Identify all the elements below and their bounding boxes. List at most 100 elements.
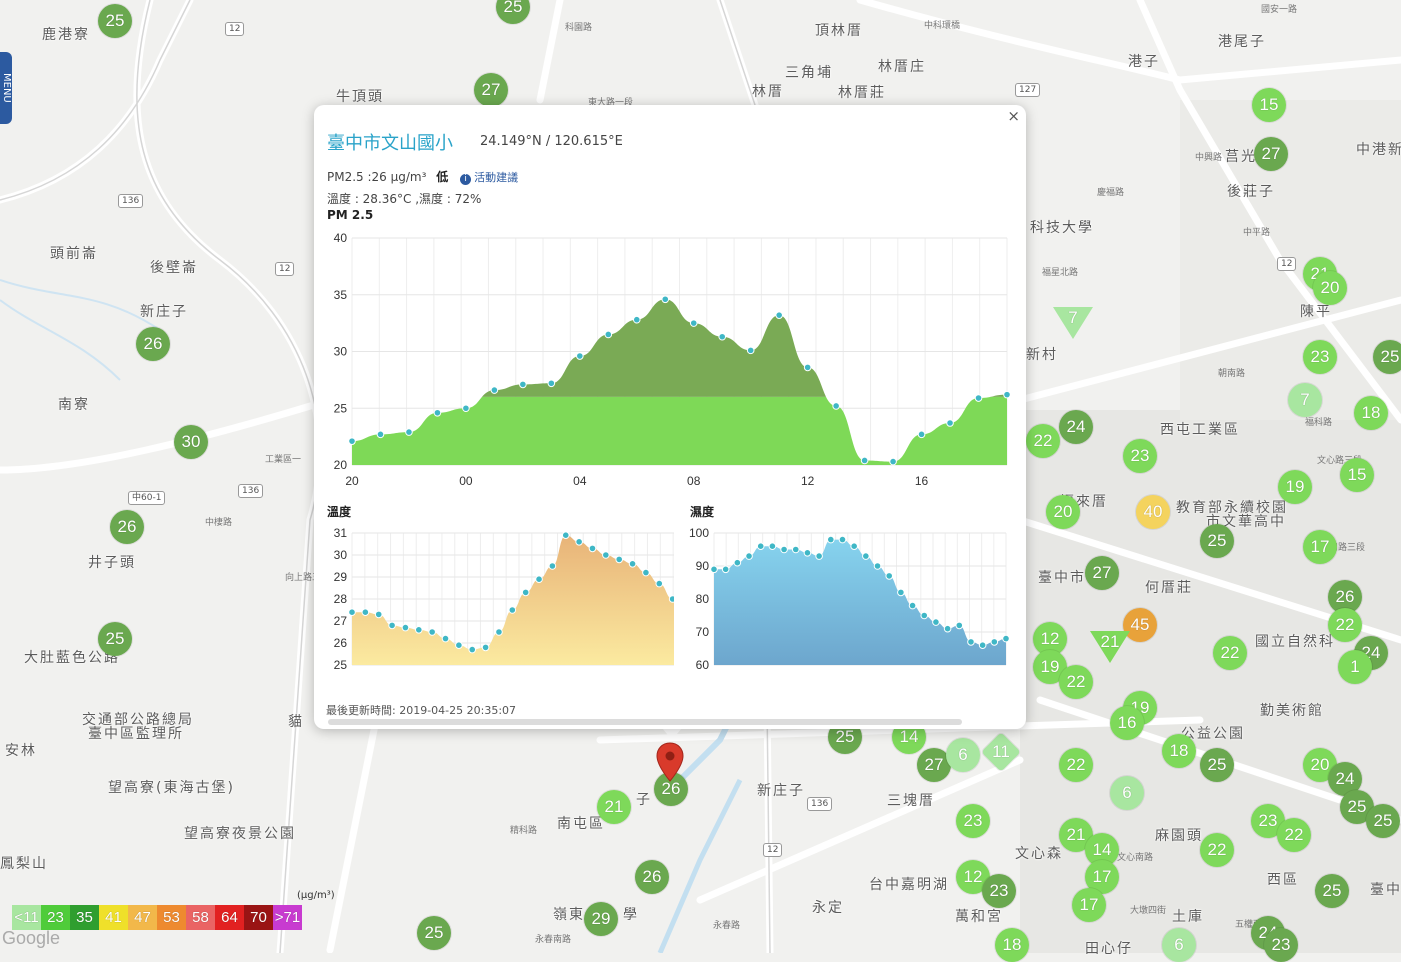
station-marker[interactable]: 18 <box>1354 396 1388 430</box>
legend-item: 58 <box>186 905 215 930</box>
station-marker[interactable]: 22 <box>1328 608 1362 642</box>
station-marker[interactable]: 23 <box>956 804 990 838</box>
station-marker[interactable]: 27 <box>474 73 508 107</box>
road-label: 慶福路 <box>1097 188 1125 198</box>
station-marker[interactable]: 6 <box>1162 928 1196 962</box>
place-label: 西區 <box>1267 872 1299 888</box>
station-marker[interactable]: 26 <box>136 327 170 361</box>
station-marker[interactable]: 27 <box>1254 137 1288 171</box>
station-marker[interactable]: 30 <box>174 425 208 459</box>
temperature-chart: 25 26 27 28 29 30 31 <box>334 526 674 672</box>
data-point <box>588 544 597 553</box>
station-marker[interactable]: 17 <box>1072 888 1106 922</box>
data-point <box>405 428 413 436</box>
data-point <box>827 535 835 544</box>
station-marker[interactable]: 22 <box>1213 636 1247 670</box>
station-marker[interactable]: 22 <box>1200 833 1234 867</box>
road-label: 永春南路 <box>535 935 572 945</box>
place-label: 教育部永續校園 <box>1176 500 1288 516</box>
station-marker[interactable]: 22 <box>1059 665 1093 699</box>
data-point <box>955 621 964 630</box>
data-point <box>746 346 755 355</box>
horizontal-scrollbar[interactable] <box>328 719 962 725</box>
diamond-station-marker[interactable]: 11 <box>981 732 1021 772</box>
road-label: 向上路五段 <box>285 573 331 583</box>
station-marker[interactable]: 24 <box>1059 410 1093 444</box>
station-marker[interactable]: 40 <box>1136 495 1170 529</box>
station-marker[interactable]: 29 <box>584 902 618 936</box>
y-tick-label: 25 <box>334 658 348 672</box>
data-point <box>604 330 613 339</box>
station-marker[interactable]: 21 <box>597 790 631 824</box>
pm25-level: 低 <box>436 170 449 184</box>
selected-location-pin-icon[interactable] <box>656 742 684 782</box>
data-point <box>978 641 987 649</box>
station-marker[interactable]: 25 <box>1200 748 1234 782</box>
data-point <box>361 608 370 616</box>
legend-item: 23 <box>41 905 70 930</box>
station-marker[interactable]: 22 <box>1026 424 1060 458</box>
station-marker[interactable]: 26 <box>654 772 688 806</box>
station-marker[interactable]: 25 <box>1373 340 1401 374</box>
data-point <box>917 430 926 439</box>
activity-advice-link[interactable]: i 活動建議 <box>460 171 518 185</box>
station-marker[interactable]: 23 <box>1264 928 1298 962</box>
station-name[interactable]: 臺中市文山國小 <box>327 133 453 154</box>
triangle-station-marker[interactable]: 21 <box>1090 629 1130 663</box>
station-marker[interactable]: 27 <box>917 748 951 782</box>
place-label: 田心仔 <box>1085 941 1133 957</box>
menu-tab[interactable]: MENU <box>0 52 12 124</box>
data-point <box>548 562 557 570</box>
station-marker[interactable]: 22 <box>1059 748 1093 782</box>
place-label: 交通部公路總局 <box>82 712 194 728</box>
station-marker[interactable]: 27 <box>1085 556 1119 590</box>
station-marker[interactable]: 18 <box>995 928 1029 962</box>
station-marker[interactable]: 16 <box>1110 706 1144 740</box>
data-point <box>862 552 870 560</box>
station-marker[interactable]: 15 <box>1340 458 1374 492</box>
place-label: 頂林厝 <box>815 23 863 39</box>
data-point <box>733 558 742 567</box>
data-point <box>376 430 385 439</box>
close-button[interactable]: × <box>1007 107 1020 125</box>
station-popup: × 臺中市文山國小 24.149°N / 120.615°E PM2.5 :26… <box>314 105 1026 729</box>
station-marker[interactable]: 17 <box>1303 530 1337 564</box>
station-marker[interactable]: 6 <box>946 738 980 772</box>
data-point <box>576 352 584 360</box>
station-marker[interactable]: 25 <box>98 4 132 38</box>
legend-item: >71 <box>273 905 302 930</box>
data-point <box>850 542 858 551</box>
station-marker[interactable]: 15 <box>1252 88 1286 122</box>
station-marker[interactable]: 23 <box>1303 340 1337 374</box>
pm25-chart-title: PM 2.5 <box>327 208 374 222</box>
station-marker[interactable]: 26 <box>110 510 144 544</box>
data-point <box>775 311 783 319</box>
station-marker[interactable]: 6 <box>1110 776 1144 810</box>
station-marker[interactable]: 25 <box>1200 524 1234 558</box>
road-shield: 中60-1 <box>128 491 166 505</box>
station-marker[interactable]: 25 <box>98 622 132 656</box>
place-label: 南屯區 <box>557 816 605 832</box>
station-marker[interactable]: 25 <box>417 916 451 950</box>
station-marker[interactable]: 23 <box>1123 439 1157 473</box>
place-label: 麻園頭 <box>1155 828 1203 844</box>
station-marker[interactable]: 19 <box>1278 470 1312 504</box>
data-point <box>655 579 664 588</box>
data-point <box>721 565 730 574</box>
station-marker[interactable]: 1 <box>1338 650 1372 684</box>
station-marker[interactable]: 7 <box>1288 383 1322 417</box>
station-marker[interactable]: 20 <box>1313 271 1347 305</box>
road-label: 中科環橋 <box>924 21 961 31</box>
station-marker[interactable]: 23 <box>982 874 1016 908</box>
y-tick-label: 25 <box>334 401 348 415</box>
station-marker[interactable]: 22 <box>1277 818 1311 852</box>
station-marker[interactable]: 26 <box>635 860 669 894</box>
data-point <box>401 623 410 632</box>
station-marker[interactable]: 25 <box>1366 804 1400 838</box>
triangle-station-marker[interactable]: 7 <box>1053 305 1093 339</box>
road-label: 科園路 <box>565 23 593 33</box>
station-marker[interactable]: 20 <box>1046 495 1080 529</box>
station-marker[interactable]: 25 <box>1315 874 1349 908</box>
y-tick-label: 30 <box>334 345 348 359</box>
station-marker[interactable]: 18 <box>1162 734 1196 768</box>
